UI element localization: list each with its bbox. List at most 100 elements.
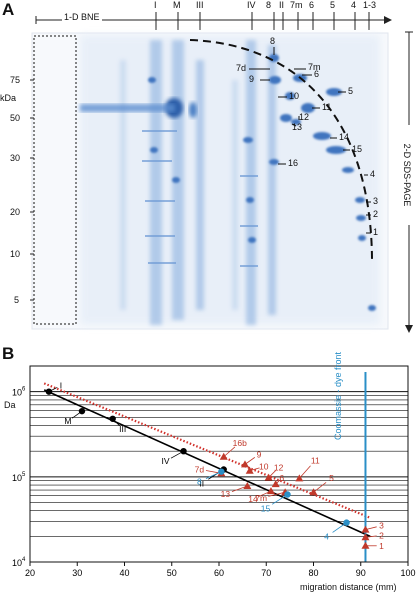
spot-label: 14 [339, 132, 350, 142]
y-axis-label: Da [4, 400, 16, 410]
y-tick-exponent: 4 [22, 557, 26, 563]
data-point-leader [223, 446, 236, 458]
data-point-leader [71, 410, 83, 419]
data-point-label: 15 [261, 504, 271, 514]
data-point-leader [313, 482, 327, 493]
spot-label: 7d [236, 63, 247, 73]
y-tick-label: 10 [12, 473, 22, 483]
data-point-label: 12 [274, 463, 284, 473]
data-point-leader [299, 465, 311, 479]
spot-label: 10 [289, 91, 300, 101]
y-tick-label: 10 [12, 388, 22, 398]
lane-label: 5 [330, 0, 336, 10]
data-point-label: 8 [197, 477, 202, 487]
data-point-label: 6 [279, 473, 284, 483]
panel-a-letter: A [2, 0, 15, 19]
data-point-label: 10 [259, 462, 269, 472]
lane-label: III [196, 0, 204, 10]
y-tick-label: 10 [12, 558, 22, 568]
mw-marker-label: 20 [10, 207, 21, 217]
x-tick-label: 30 [72, 568, 82, 578]
dye-front-label: Coomassie - dye front [333, 351, 343, 440]
data-point-9 [240, 460, 249, 468]
data-point-leader [112, 418, 120, 427]
spot-label: 4 [370, 169, 376, 179]
x-tick-label: 60 [214, 568, 224, 578]
spot-label: 6 [314, 69, 320, 79]
data-point-leader [231, 485, 248, 492]
lane-label: IV [247, 0, 256, 10]
data-point-label: 11 [311, 455, 320, 465]
bne-axis-label: 1-D BNE [62, 12, 102, 22]
x-tick-label: 90 [356, 568, 366, 578]
data-point-label: 2 [379, 530, 384, 540]
spot-label: 16 [288, 158, 299, 168]
data-point-label: III [119, 424, 126, 434]
spot-label: 1 [373, 227, 379, 237]
data-point-leader [258, 490, 272, 498]
lane-label: 4 [351, 0, 357, 10]
data-point-label: 4 [324, 532, 329, 542]
data-point-leader [268, 470, 276, 478]
plot-frame [29, 365, 409, 563]
spot-label: 8 [270, 36, 276, 46]
data-point-label: I [60, 381, 62, 391]
spot-label: 15 [352, 144, 363, 154]
data-point-leader [332, 522, 347, 533]
data-point-13 [243, 482, 252, 490]
data-point-3 [361, 525, 370, 533]
mw-marker-label: 75 [10, 75, 21, 85]
mw-marker-label: 50 [10, 113, 21, 123]
data-point-label: 3 [379, 521, 384, 531]
panel-b-letter: B [2, 344, 15, 363]
x-tick-label: 80 [308, 568, 318, 578]
data-point-leader [268, 491, 286, 497]
data-point-label: 16b [233, 438, 247, 448]
data-point-leader [365, 535, 377, 538]
spot-label: 12 [299, 112, 310, 122]
x-tick-label: 20 [25, 568, 35, 578]
x-tick-label: 50 [167, 568, 177, 578]
data-point-leader [249, 467, 260, 472]
mw-marker-label: 30 [10, 153, 21, 163]
spot-label: 13 [292, 122, 303, 132]
data-point-1 [361, 541, 370, 549]
data-point-label: 14 [248, 494, 258, 504]
panel-a-gel-figure [30, 12, 413, 333]
lane-label: I [154, 0, 157, 10]
lane-label: II [279, 0, 285, 10]
data-point-label: 13 [221, 489, 231, 499]
spot-label: 2 [373, 209, 379, 219]
spot-label: 5 [348, 86, 354, 96]
sds-axis-label: 2-D SDS-PAGE [402, 125, 412, 225]
spot-label: 3 [373, 196, 379, 206]
mw-unit-label: kDa [0, 93, 17, 103]
spot-label: 9 [249, 74, 255, 84]
data-point-M [78, 407, 86, 415]
mw-marker-label: 5 [14, 295, 20, 305]
data-point-10 [245, 466, 254, 474]
black-fit-line [43, 389, 371, 538]
data-point-leader [205, 471, 222, 480]
data-point-leader [48, 387, 58, 392]
data-point-label: 1 [379, 541, 384, 551]
spot-label: 11 [322, 102, 332, 112]
data-point-label: II [199, 478, 204, 488]
data-point-label: 7m [255, 493, 267, 503]
lane-label: 6 [309, 0, 315, 10]
y-tick-exponent: 5 [22, 472, 26, 478]
y-tick-exponent: 6 [22, 387, 26, 393]
x-axis-label: migration distance (mm) [300, 582, 397, 592]
spot-label: 7m [308, 62, 321, 72]
data-point-label: M [64, 416, 71, 426]
x-tick-label: 40 [119, 568, 129, 578]
lane-label: M [173, 0, 181, 10]
lane-label: 1-3 [363, 0, 377, 10]
x-tick-label: 100 [400, 568, 415, 578]
data-point-leader [275, 479, 281, 485]
data-point-leader [170, 450, 184, 459]
data-point-2 [361, 533, 370, 541]
red-fit-line [43, 382, 371, 519]
data-point-label: IV [162, 456, 170, 466]
